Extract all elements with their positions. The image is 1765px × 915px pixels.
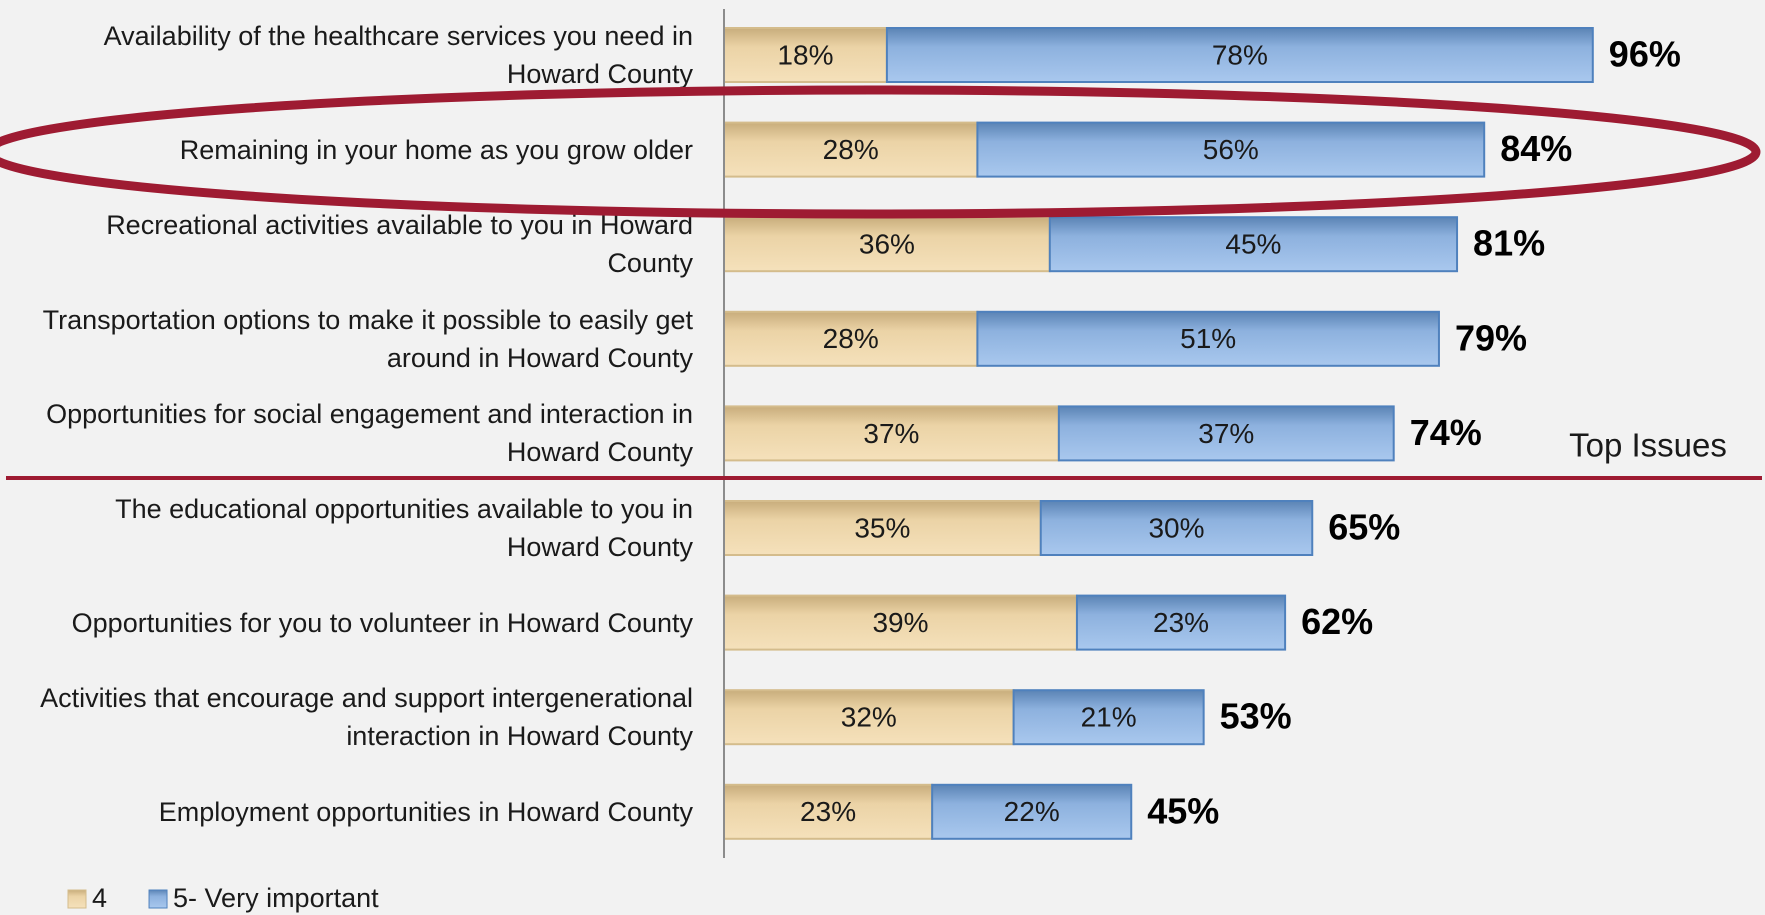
bar-segment (1039, 500, 1314, 556)
total-label: 96% (1609, 34, 1681, 75)
value-label: 35% (854, 512, 910, 543)
bar-segment (723, 783, 934, 840)
total-label: 45% (1147, 790, 1219, 831)
value-label: 45% (1225, 229, 1281, 260)
value-label: 28% (823, 323, 879, 354)
bar-segment (723, 405, 1060, 462)
value-label: 21% (1081, 702, 1137, 733)
value-label: 23% (1153, 607, 1209, 638)
bar-segment (1048, 216, 1459, 273)
bar-segment (885, 27, 1594, 83)
value-label: 78% (1212, 39, 1268, 70)
total-label: 84% (1500, 128, 1572, 169)
category-label: Transportation options to make it possib… (42, 304, 693, 373)
bar-segment (1057, 405, 1395, 462)
bar-segment (976, 310, 1440, 367)
total-label: 79% (1455, 317, 1527, 358)
category-label: The educational opportunities available … (115, 494, 693, 562)
category-label: Availability of the healthcare services … (103, 21, 693, 89)
value-label: 18% (777, 39, 833, 70)
category-label: Opportunities for social engagement and … (46, 399, 693, 468)
bar-segment (723, 689, 1015, 746)
value-label: 28% (823, 134, 879, 165)
value-label: 39% (872, 607, 928, 638)
category-label: Activities that encourage and support in… (40, 683, 693, 752)
bar-segment (931, 783, 1133, 840)
category-label: Employment opportunities in Howard Count… (158, 796, 693, 827)
total-label: 62% (1301, 601, 1373, 642)
value-label: 51% (1180, 323, 1236, 354)
value-label: 32% (841, 702, 897, 733)
bar-segment (723, 27, 888, 83)
bar-segment (1012, 689, 1205, 746)
value-label: 56% (1203, 134, 1259, 165)
legend-swatch (148, 889, 168, 909)
bar-segment (723, 216, 1051, 273)
total-label: 65% (1328, 507, 1400, 548)
bar-segment (1075, 594, 1287, 651)
legend-label: 5- Very important (173, 883, 379, 913)
total-label: 74% (1410, 412, 1482, 453)
total-label: 81% (1473, 223, 1545, 264)
value-label: 23% (800, 796, 856, 827)
category-label: Opportunities for you to volunteer in Ho… (71, 607, 693, 638)
value-label: 37% (1198, 418, 1254, 449)
value-label: 22% (1004, 796, 1060, 827)
value-label: 36% (859, 229, 915, 260)
total-label: 53% (1220, 696, 1292, 737)
legend-swatch (67, 889, 87, 909)
value-label: 30% (1148, 512, 1204, 543)
value-label: 37% (863, 418, 919, 449)
legend-label: 4 (92, 883, 107, 913)
